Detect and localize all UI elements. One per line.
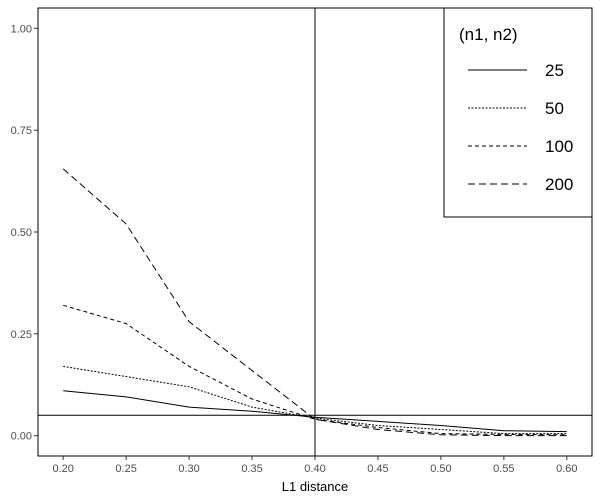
y-tick-label: 0.50 — [11, 227, 32, 239]
legend: (n1, n2) 25 50 100 200 — [443, 7, 593, 218]
x-tick-label: 0.35 — [241, 463, 262, 475]
y-tick-label: 0.00 — [11, 431, 32, 443]
x-tick-label: 0.45 — [367, 463, 388, 475]
series-line-200 — [62, 168, 567, 437]
legend-label-50: 50 — [545, 99, 564, 118]
x-tick-label: 0.60 — [556, 463, 577, 475]
x-tick-label: 0.25 — [115, 463, 136, 475]
axes-layer: 0.20 0.25 0.30 0.35 0.40 0.45 0.50 0.55 0.60 0.00… — [11, 23, 578, 475]
legend-label-200: 200 — [545, 175, 573, 194]
legend-label-25: 25 — [545, 61, 564, 80]
x-tick-label: 0.40 — [304, 463, 325, 475]
x-tick-label: 0.20 — [52, 463, 73, 475]
x-tick-label: 0.50 — [430, 463, 451, 475]
y-tick-label: 1.00 — [11, 23, 32, 35]
series-layer — [62, 168, 567, 437]
y-tick-label: 0.25 — [11, 329, 32, 341]
legend-title: (n1, n2) — [459, 25, 518, 44]
y-tick-label: 0.75 — [11, 125, 32, 137]
x-tick-label: 0.55 — [493, 463, 514, 475]
x-tick-label: 0.30 — [178, 463, 199, 475]
series-line-50 — [63, 365, 567, 435]
legend-box — [443, 7, 593, 218]
series-line-25 — [63, 390, 567, 433]
legend-label-100: 100 — [545, 137, 573, 156]
x-axis-title: L1 distance — [282, 479, 349, 494]
